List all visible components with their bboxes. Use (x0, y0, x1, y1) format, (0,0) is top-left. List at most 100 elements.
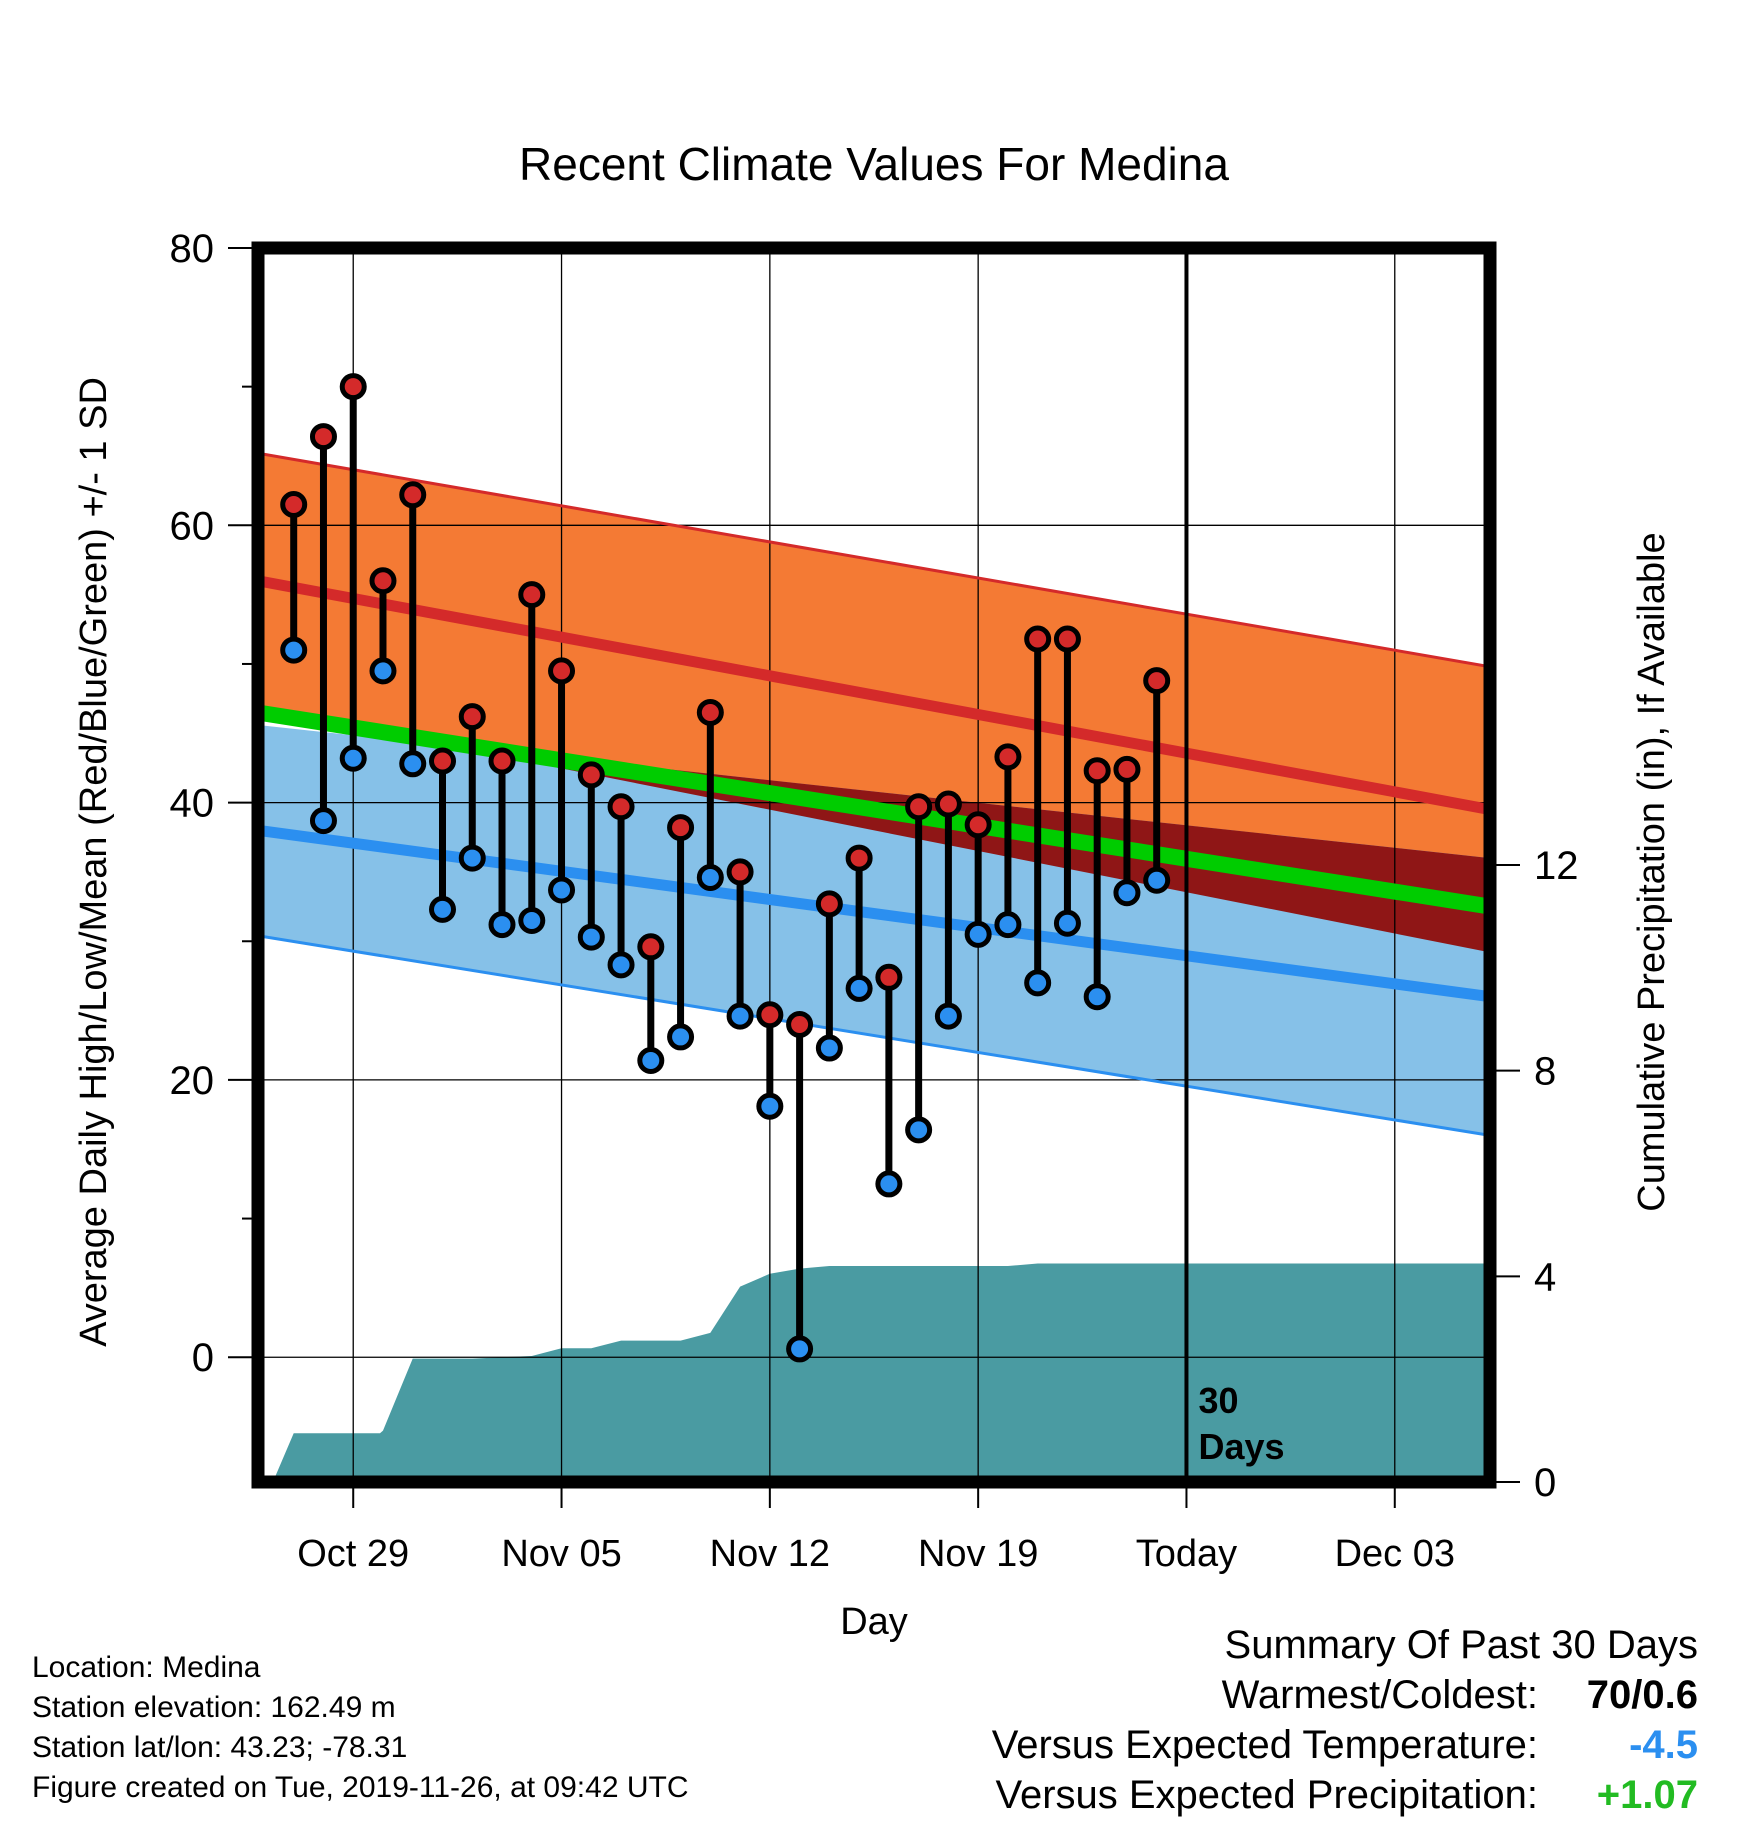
low-temp-point (339, 744, 367, 772)
daily-stems (290, 386, 1161, 1349)
high-temp-point (548, 657, 576, 685)
x-tick-label: Oct 29 (297, 1533, 409, 1575)
elevation-text: Station elevation: 162.49 m (32, 1691, 396, 1724)
normal-mean-line (258, 704, 1490, 915)
low-temp-point (1083, 983, 1111, 1011)
high-sd-upper-line (258, 451, 1490, 669)
low-temp-point (786, 1335, 814, 1363)
high-temp-point (994, 743, 1022, 771)
high-temp-point (726, 858, 754, 886)
warmest-coldest-value: 70/0.6 (1586, 1673, 1698, 1717)
precip-departure-value: +1.07 (1596, 1773, 1698, 1817)
daily-dots (280, 373, 1171, 1363)
high-temp-point (399, 481, 427, 509)
high-temp-point (756, 1001, 784, 1029)
low-temp-point (1024, 969, 1052, 997)
low-temp-point (518, 906, 546, 934)
low-temp-point (696, 863, 724, 891)
high-temp-point (667, 814, 695, 842)
x-tick-label: Today (1136, 1533, 1237, 1575)
high-temp-point (815, 890, 843, 918)
high-temp-point (964, 811, 992, 839)
high-temp-point (518, 581, 546, 609)
latlon-text: Station lat/lon: 43.23; -78.31 (32, 1731, 408, 1764)
y-tick-label: 80 (170, 227, 215, 271)
low-temp-point (369, 657, 397, 685)
precip-fill (272, 1263, 1490, 1482)
today-annotation-text: Days (1198, 1426, 1284, 1467)
low-temp-point (1143, 866, 1171, 894)
temp-departure-label: Versus Expected Temperature: (991, 1723, 1538, 1767)
x-tick-label: Dec 03 (1335, 1533, 1455, 1575)
high-temp-point (369, 567, 397, 595)
low-sd-lower-line (258, 934, 1490, 1137)
low-temp-point (577, 923, 605, 951)
today-marker: 30 Days (1184, 248, 1285, 1482)
low-temp-point (1053, 909, 1081, 937)
high-temp-point (488, 747, 516, 775)
created-text: Figure created on Tue, 2019-11-26, at 09… (32, 1771, 689, 1804)
high-temp-point (429, 747, 457, 775)
high-temp-point (845, 844, 873, 872)
high-temp-point (607, 793, 635, 821)
y-tick-label: 20 (170, 1059, 215, 1103)
high-temp-point (875, 963, 903, 991)
location-text: Location: Medina (32, 1651, 261, 1684)
precip-departure-label: Versus Expected Precipitation: (995, 1773, 1538, 1817)
low-temp-point (934, 1002, 962, 1030)
high-temp-point (934, 790, 962, 818)
low-temp-point (964, 920, 992, 948)
high-temp-point (577, 761, 605, 789)
high-temp-point (458, 703, 486, 731)
warmest-coldest-label: Warmest/Coldest: (1221, 1673, 1538, 1717)
y2-tick-label: 12 (1534, 844, 1579, 888)
normal-high-line (258, 575, 1490, 815)
low-temp-point (994, 911, 1022, 939)
x-tick-label: Nov 19 (918, 1533, 1038, 1575)
low-temp-point (875, 1170, 903, 1198)
y-tick-label: 0 (192, 1336, 214, 1380)
x-tick-label: Nov 12 (710, 1533, 830, 1575)
low-temp-point (607, 951, 635, 979)
normal-lines (258, 451, 1490, 1137)
low-temp-point (1113, 879, 1141, 907)
high-temp-point (309, 423, 337, 451)
precipitation-area (272, 1263, 1490, 1482)
high-temp-point (1143, 667, 1171, 695)
axes: 0 20 40 60 80 0 4 8 12 Oct 29 Nov 05 Nov 12 Nov 19 To… (170, 227, 1579, 1575)
high-temp-point (637, 933, 665, 961)
low-temp-point (309, 807, 337, 835)
low-temp-point (488, 911, 516, 939)
high-temp-point (905, 793, 933, 821)
normal-bands (258, 453, 1490, 1136)
y2-axis-label: Cumulative Precipitation (in), If Availa… (1631, 532, 1673, 1211)
high-temp-point (786, 1010, 814, 1038)
low-temp-point (845, 974, 873, 1002)
high-temp-point (1083, 757, 1111, 785)
summary-panel: Summary Of Past 30 Days Warmest/Coldest:… (992, 1620, 1698, 1820)
high-temp-point (339, 373, 367, 401)
overlap-band (442, 744, 1490, 953)
today-annotation-text: 30 (1198, 1380, 1238, 1421)
low-temp-point (399, 750, 427, 778)
high-temp-point (696, 698, 724, 726)
plot-border (251, 241, 1497, 1489)
summary-heading: Summary Of Past 30 Days (1224, 1623, 1698, 1667)
low-temp-point (637, 1046, 665, 1074)
low-temp-point (429, 895, 457, 923)
station-info: Location: Medina Station elevation: 162.… (32, 1648, 689, 1808)
low-temp-point (280, 636, 308, 664)
high-temp-point (1024, 625, 1052, 653)
low-temp-point (905, 1116, 933, 1144)
low-temp-point (815, 1034, 843, 1062)
low-temp-point (458, 844, 486, 872)
plot-frame (251, 241, 1497, 1489)
chart-title: Recent Climate Values For Medina (519, 138, 1229, 190)
y-axis-label: Average Daily High/Low/Mean (Red/Blue/Gr… (73, 377, 115, 1347)
y2-tick-label: 4 (1534, 1255, 1556, 1299)
high-temp-point (1113, 755, 1141, 783)
low-temp-point (756, 1092, 784, 1120)
y2-tick-label: 8 (1534, 1050, 1556, 1094)
high-temp-point (1053, 625, 1081, 653)
